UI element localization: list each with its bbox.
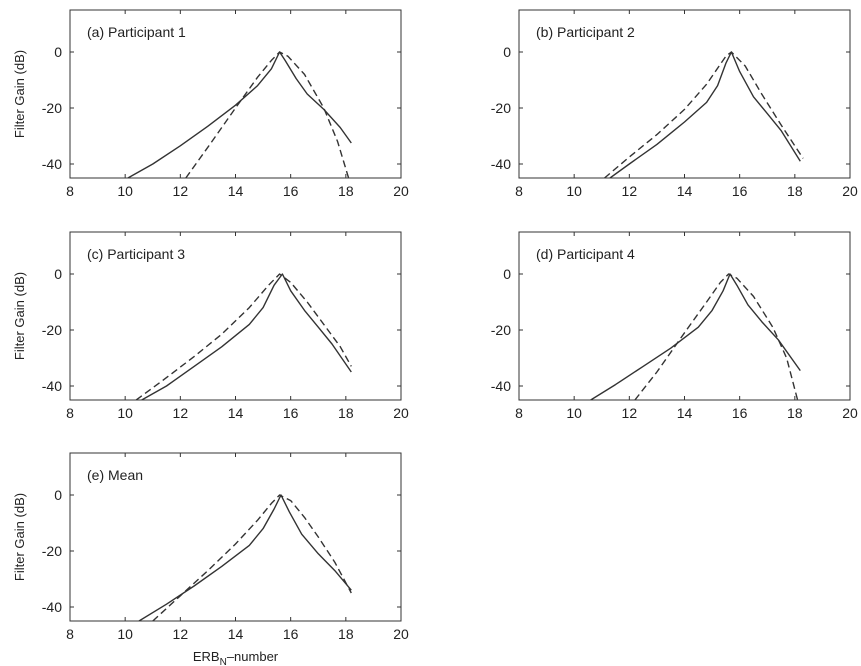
x-tick-label: 10 — [117, 183, 133, 199]
y-tick-label: 0 — [54, 266, 62, 282]
y-axis-label: Filter Gain (dB) — [12, 50, 27, 138]
x-tick-label: 16 — [283, 183, 299, 199]
series-line-dashed — [634, 273, 799, 400]
panel-5: 8 10 12 14 16 18 20 -40 -20 0 (e) Mean Filter Gain … — [12, 452, 409, 642]
x-tick-label: 14 — [677, 405, 693, 421]
x-tick-label: 18 — [338, 183, 354, 199]
series-line-dashed — [604, 51, 804, 178]
x-tick-label: 8 — [515, 183, 523, 199]
y-tick-label: -20 — [42, 543, 62, 559]
x-tick-label: 14 — [228, 626, 244, 642]
x-tick-label: 18 — [787, 183, 803, 199]
series-line-dashed — [152, 494, 352, 621]
x-tick-label: 16 — [283, 405, 299, 421]
y-axis-label: Filter Gain (dB) — [12, 272, 27, 360]
panel-title: (b) Participant 2 — [536, 24, 635, 40]
panel-4: 8 10 12 14 16 18 20 -40 -20 0 (d) Participant 4 — [491, 231, 858, 421]
x-tick-label: 10 — [117, 626, 133, 642]
x-tick-label: 10 — [117, 405, 133, 421]
x-tick-label: 14 — [677, 183, 693, 199]
x-tick-label: 20 — [842, 405, 858, 421]
y-tick-label: 0 — [54, 487, 62, 503]
y-tick-label: -40 — [42, 378, 62, 394]
series-line-solid — [138, 494, 352, 621]
y-tick-label: 0 — [503, 44, 511, 60]
x-tick-label: 12 — [622, 405, 638, 421]
x-tick-label: 8 — [66, 183, 74, 199]
x-tick-label: 12 — [622, 183, 638, 199]
x-tick-label: 10 — [566, 183, 582, 199]
x-tick-label: 16 — [283, 626, 299, 642]
x-tick-label: 20 — [842, 183, 858, 199]
x-tick-label: 20 — [393, 626, 409, 642]
y-axis-label: Filter Gain (dB) — [12, 493, 27, 581]
series-line-dashed — [185, 51, 350, 178]
panel-title: (a) Participant 1 — [87, 24, 186, 40]
panel-1: 8 10 12 14 16 18 20 -40 -20 0 (a) Participant 1 Fil… — [12, 9, 409, 199]
panel-title: (d) Participant 4 — [536, 246, 635, 262]
y-tick-label: 0 — [54, 44, 62, 60]
series-line-solid — [127, 51, 352, 178]
series-line-solid — [590, 273, 801, 400]
y-tick-label: -40 — [42, 599, 62, 615]
x-tick-label: 18 — [787, 405, 803, 421]
x-tick-label: 8 — [66, 405, 74, 421]
panel-title: (c) Participant 3 — [87, 246, 185, 262]
x-axis-label-subscript: N — [220, 657, 227, 666]
x-tick-label: 16 — [732, 405, 748, 421]
x-tick-label: 18 — [338, 626, 354, 642]
x-tick-label: 14 — [228, 183, 244, 199]
series-line-solid — [141, 273, 352, 400]
y-tick-label: -40 — [42, 156, 62, 172]
y-tick-label: -40 — [491, 378, 511, 394]
y-tick-label: -20 — [42, 322, 62, 338]
series-line-solid — [609, 51, 801, 178]
y-tick-label: -40 — [491, 156, 511, 172]
y-tick-label: -20 — [491, 100, 511, 116]
x-tick-label: 20 — [393, 405, 409, 421]
y-tick-label: -20 — [491, 322, 511, 338]
x-tick-label: 12 — [173, 405, 189, 421]
x-tick-label: 12 — [173, 183, 189, 199]
y-tick-label: -20 — [42, 100, 62, 116]
x-tick-label: 16 — [732, 183, 748, 199]
panel-title: (e) Mean — [87, 467, 143, 483]
x-axis-label: ERBN–number — [193, 649, 279, 666]
x-tick-label: 8 — [66, 626, 74, 642]
x-tick-label: 8 — [515, 405, 523, 421]
x-tick-label: 12 — [173, 626, 189, 642]
x-tick-label: 14 — [228, 405, 244, 421]
x-axis-label-suffix: –number — [227, 649, 279, 664]
x-tick-label: 18 — [338, 405, 354, 421]
panel-2: 8 10 12 14 16 18 20 -40 -20 0 (b) Participant 2 — [491, 9, 858, 199]
x-tick-label: 10 — [566, 405, 582, 421]
series-line-dashed — [135, 273, 352, 400]
x-tick-label: 20 — [393, 183, 409, 199]
panel-3: 8 10 12 14 16 18 20 -40 -20 0 (c) Participant 3 Fil… — [12, 231, 409, 421]
y-tick-label: 0 — [503, 266, 511, 282]
x-axis-label-main: ERB — [193, 649, 220, 664]
